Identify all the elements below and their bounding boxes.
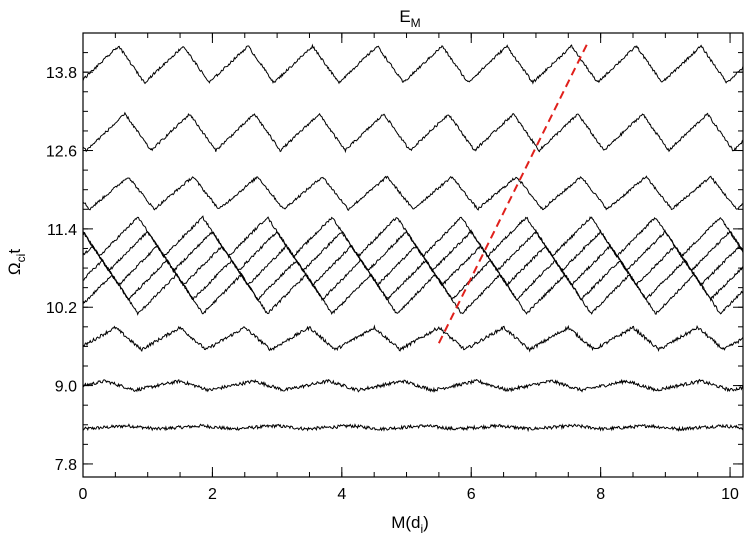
x-axis-label-suffix: ) [423, 513, 429, 532]
x-tick-label: 0 [79, 486, 88, 503]
series-line-8 [82, 175, 744, 211]
series-line-10 [82, 43, 744, 85]
series-line-2 [82, 324, 744, 353]
y-tick-label: 7.8 [55, 457, 77, 474]
y-axis-label-main: Ω [5, 262, 24, 275]
x-tick-label: 6 [467, 486, 476, 503]
y-axis-label-suffix: t [5, 249, 24, 254]
x-tick-label: 4 [337, 486, 346, 503]
y-tick-label: 10.2 [46, 300, 77, 317]
series-line-1 [82, 378, 744, 393]
series-line-5 [82, 243, 744, 287]
ticks-layer: 0 2 4 6 8 10 7.8 9.0 10.2 11.4 12.6 13.8 [46, 32, 743, 503]
plot-frame [82, 32, 744, 478]
chart-title-sub: M [411, 16, 421, 30]
y-axis-label: Ωcit [5, 249, 28, 275]
y-axis-label-sub: ci [14, 254, 28, 263]
x-tick-label: 8 [596, 486, 605, 503]
y-tick-label: 9.0 [55, 379, 77, 396]
y-tick-label: 11.4 [47, 222, 77, 239]
annotation-layer [437, 42, 589, 344]
phase-velocity-dashed-line [437, 42, 589, 344]
y-tick-label: 12.6 [46, 144, 77, 161]
series-line-9 [82, 111, 744, 154]
x-axis-label: M(di) [391, 513, 429, 535]
chart-title: EM [399, 7, 420, 30]
series-line-4 [82, 258, 744, 303]
x-tick-label: 10 [721, 486, 739, 503]
series-layer [82, 43, 744, 433]
y-tick-label: 13.8 [46, 65, 77, 82]
series-line-0 [82, 423, 744, 433]
x-axis-label-sub: i [420, 522, 423, 535]
x-axis-label-main: M(d [391, 513, 420, 532]
series-line-3 [82, 272, 744, 316]
series-line-7 [82, 215, 744, 259]
chart-title-main: E [399, 7, 410, 26]
x-tick-label: 2 [208, 486, 217, 503]
